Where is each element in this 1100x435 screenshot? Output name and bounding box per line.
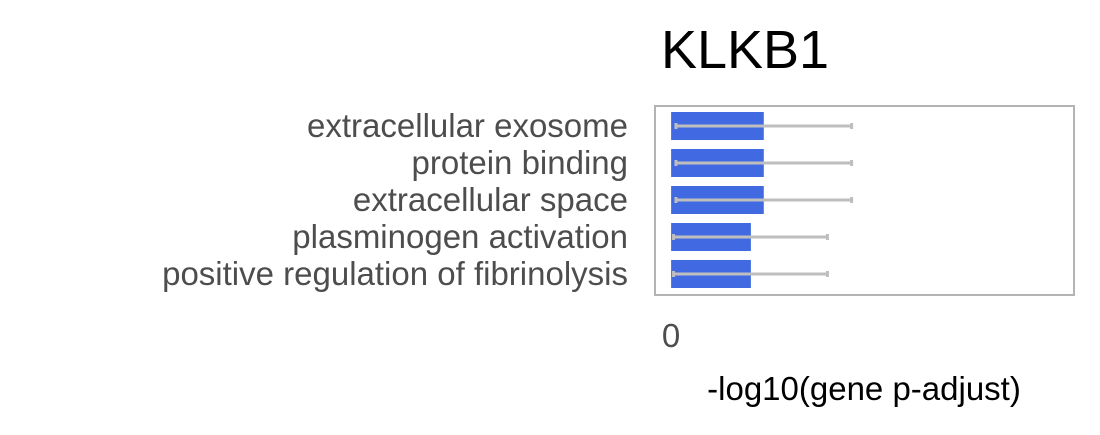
category-label: plasminogen activation — [292, 218, 628, 255]
category-label: extracellular exosome — [307, 107, 628, 144]
x-axis-title: -log10(gene p-adjust) — [707, 370, 1021, 407]
category-label: extracellular space — [353, 181, 628, 218]
category-label: positive regulation of fibrinolysis — [162, 255, 628, 292]
category-label: protein binding — [412, 144, 629, 181]
plot-frame — [654, 105, 1075, 296]
chart-title: KLKB1 — [661, 20, 829, 80]
x-tick-label: 0 — [662, 317, 680, 354]
